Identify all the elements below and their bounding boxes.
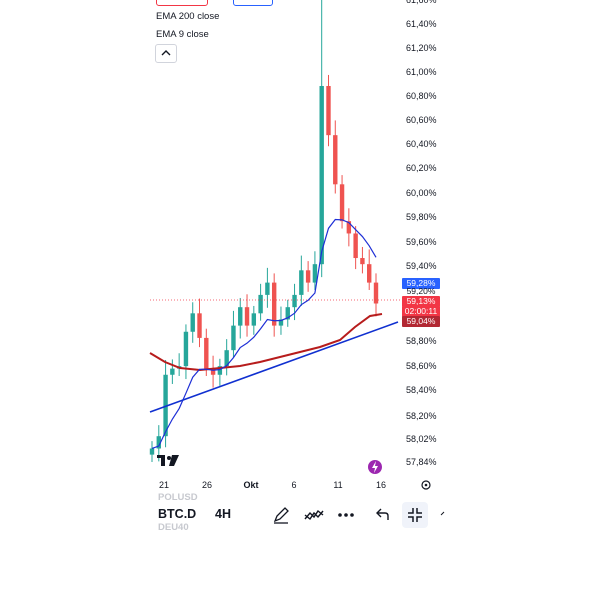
legend-input-box-right[interactable] xyxy=(233,0,273,6)
candle-body xyxy=(224,350,229,367)
price-tick-label: 59,80% xyxy=(406,212,437,222)
last-price-tag: 59,13% xyxy=(402,296,440,307)
candle-body xyxy=(346,221,352,234)
countdown-tag: 02:00:11 xyxy=(402,306,440,317)
indicators-button[interactable] xyxy=(303,504,325,526)
candle-body xyxy=(183,331,189,367)
candle-body xyxy=(231,325,236,351)
more-button[interactable] xyxy=(335,504,357,526)
partial-price-label: 59,20% xyxy=(406,287,436,295)
candle-body xyxy=(326,86,331,136)
time-tick-label: 11 xyxy=(333,480,343,490)
candle-body xyxy=(299,270,304,295)
candle-body xyxy=(305,270,311,283)
candles-group xyxy=(149,0,379,462)
undo-icon xyxy=(376,508,389,520)
time-tick-label: Okt xyxy=(243,480,259,490)
candle-body xyxy=(292,294,297,308)
price-tick-label: 60,80% xyxy=(406,91,437,101)
candle-body xyxy=(353,233,358,259)
more-dots-icon xyxy=(338,513,354,517)
price-tick-label: 60,20% xyxy=(406,163,437,173)
time-tick-label: 16 xyxy=(375,480,387,490)
candle-body xyxy=(217,366,223,375)
ema9-price-tag: 59,28% xyxy=(402,278,440,289)
candle-body xyxy=(360,258,365,265)
price-tick-label: 58,20% xyxy=(406,411,437,421)
legend-ema200[interactable]: EMA 200 close xyxy=(156,11,220,22)
legend-input-box-left[interactable] xyxy=(156,0,208,6)
candle-body xyxy=(373,282,379,304)
price-tick-label: 61,60% xyxy=(406,0,437,5)
candle-body xyxy=(163,374,168,437)
candle-body xyxy=(285,307,290,320)
candle-body xyxy=(204,337,209,369)
ghost-symbol-top: POLUSD xyxy=(158,492,198,500)
symbol-button[interactable]: BTC.D xyxy=(158,507,197,521)
legend-collapse-button[interactable] xyxy=(155,44,177,63)
time-tick-label: 21 xyxy=(158,480,170,490)
trendline[interactable] xyxy=(149,321,399,413)
candle-body xyxy=(156,436,161,449)
price-tick-label: 60,40% xyxy=(406,139,437,149)
collapse-arrows-icon xyxy=(408,508,422,522)
candle-body xyxy=(271,282,277,326)
price-tick-label: 60,00% xyxy=(406,188,437,198)
price-tick-label: 61,40% xyxy=(406,19,437,29)
ema9-line xyxy=(151,218,377,450)
ghost-symbol-bottom: DEU40 xyxy=(158,522,189,533)
price-tick-label: 61,00% xyxy=(406,67,437,77)
price-tick-label: 61,20% xyxy=(406,43,437,53)
axis-settings-icon[interactable] xyxy=(421,480,431,490)
candle-body xyxy=(278,319,284,326)
pencil-icon xyxy=(273,507,289,524)
legend-ema9[interactable]: EMA 9 close xyxy=(156,29,209,40)
candle-body xyxy=(149,448,155,455)
candle-body xyxy=(367,264,372,283)
interval-button[interactable]: 4H xyxy=(215,507,231,521)
candle-body xyxy=(210,368,216,375)
price-tick-label: 58,02% xyxy=(406,434,437,444)
chevron-up-icon xyxy=(161,50,171,56)
ema200-price-tag: 59,04% xyxy=(402,316,440,327)
candle-body xyxy=(197,313,202,338)
indicators-icon xyxy=(304,509,324,521)
candle-body xyxy=(244,307,250,326)
price-tick-label: 58,40% xyxy=(406,385,437,395)
exit-fullscreen-button[interactable] xyxy=(402,502,428,528)
candle-body xyxy=(265,282,270,295)
candle-body xyxy=(312,264,318,283)
ema200-line xyxy=(149,313,383,372)
lightning-icon[interactable] xyxy=(368,460,382,474)
price-tick-label: 60,60% xyxy=(406,115,437,125)
undo-button[interactable] xyxy=(372,504,394,526)
candle-body xyxy=(251,313,257,326)
price-tick-label: 57,84% xyxy=(406,457,437,467)
candle-body xyxy=(319,86,324,265)
price-tick-label: 58,80% xyxy=(406,336,437,346)
price-tick-label: 58,60% xyxy=(406,361,437,371)
tradingview-logo xyxy=(157,455,179,466)
bottom-toolbar: POLUSD BTC.D DEU40 4H xyxy=(150,490,446,534)
draw-tool-button[interactable] xyxy=(270,504,292,526)
time-tick-label: 26 xyxy=(201,480,213,490)
scroll-hint-icon xyxy=(438,504,446,526)
candle-body xyxy=(238,307,243,326)
price-tick-label: 59,60% xyxy=(406,237,437,247)
candle-body xyxy=(339,184,345,222)
candle-body xyxy=(170,368,175,375)
candle-body xyxy=(190,313,195,332)
time-tick-label: 6 xyxy=(291,480,297,490)
price-tick-label: 59,40% xyxy=(406,261,437,271)
price-axis[interactable]: 61,60% 61,40% 61,20% 61,00% 60,80% 60,60% 60,4… xyxy=(406,0,446,480)
candle-body xyxy=(258,294,263,314)
candle-body xyxy=(333,135,338,185)
